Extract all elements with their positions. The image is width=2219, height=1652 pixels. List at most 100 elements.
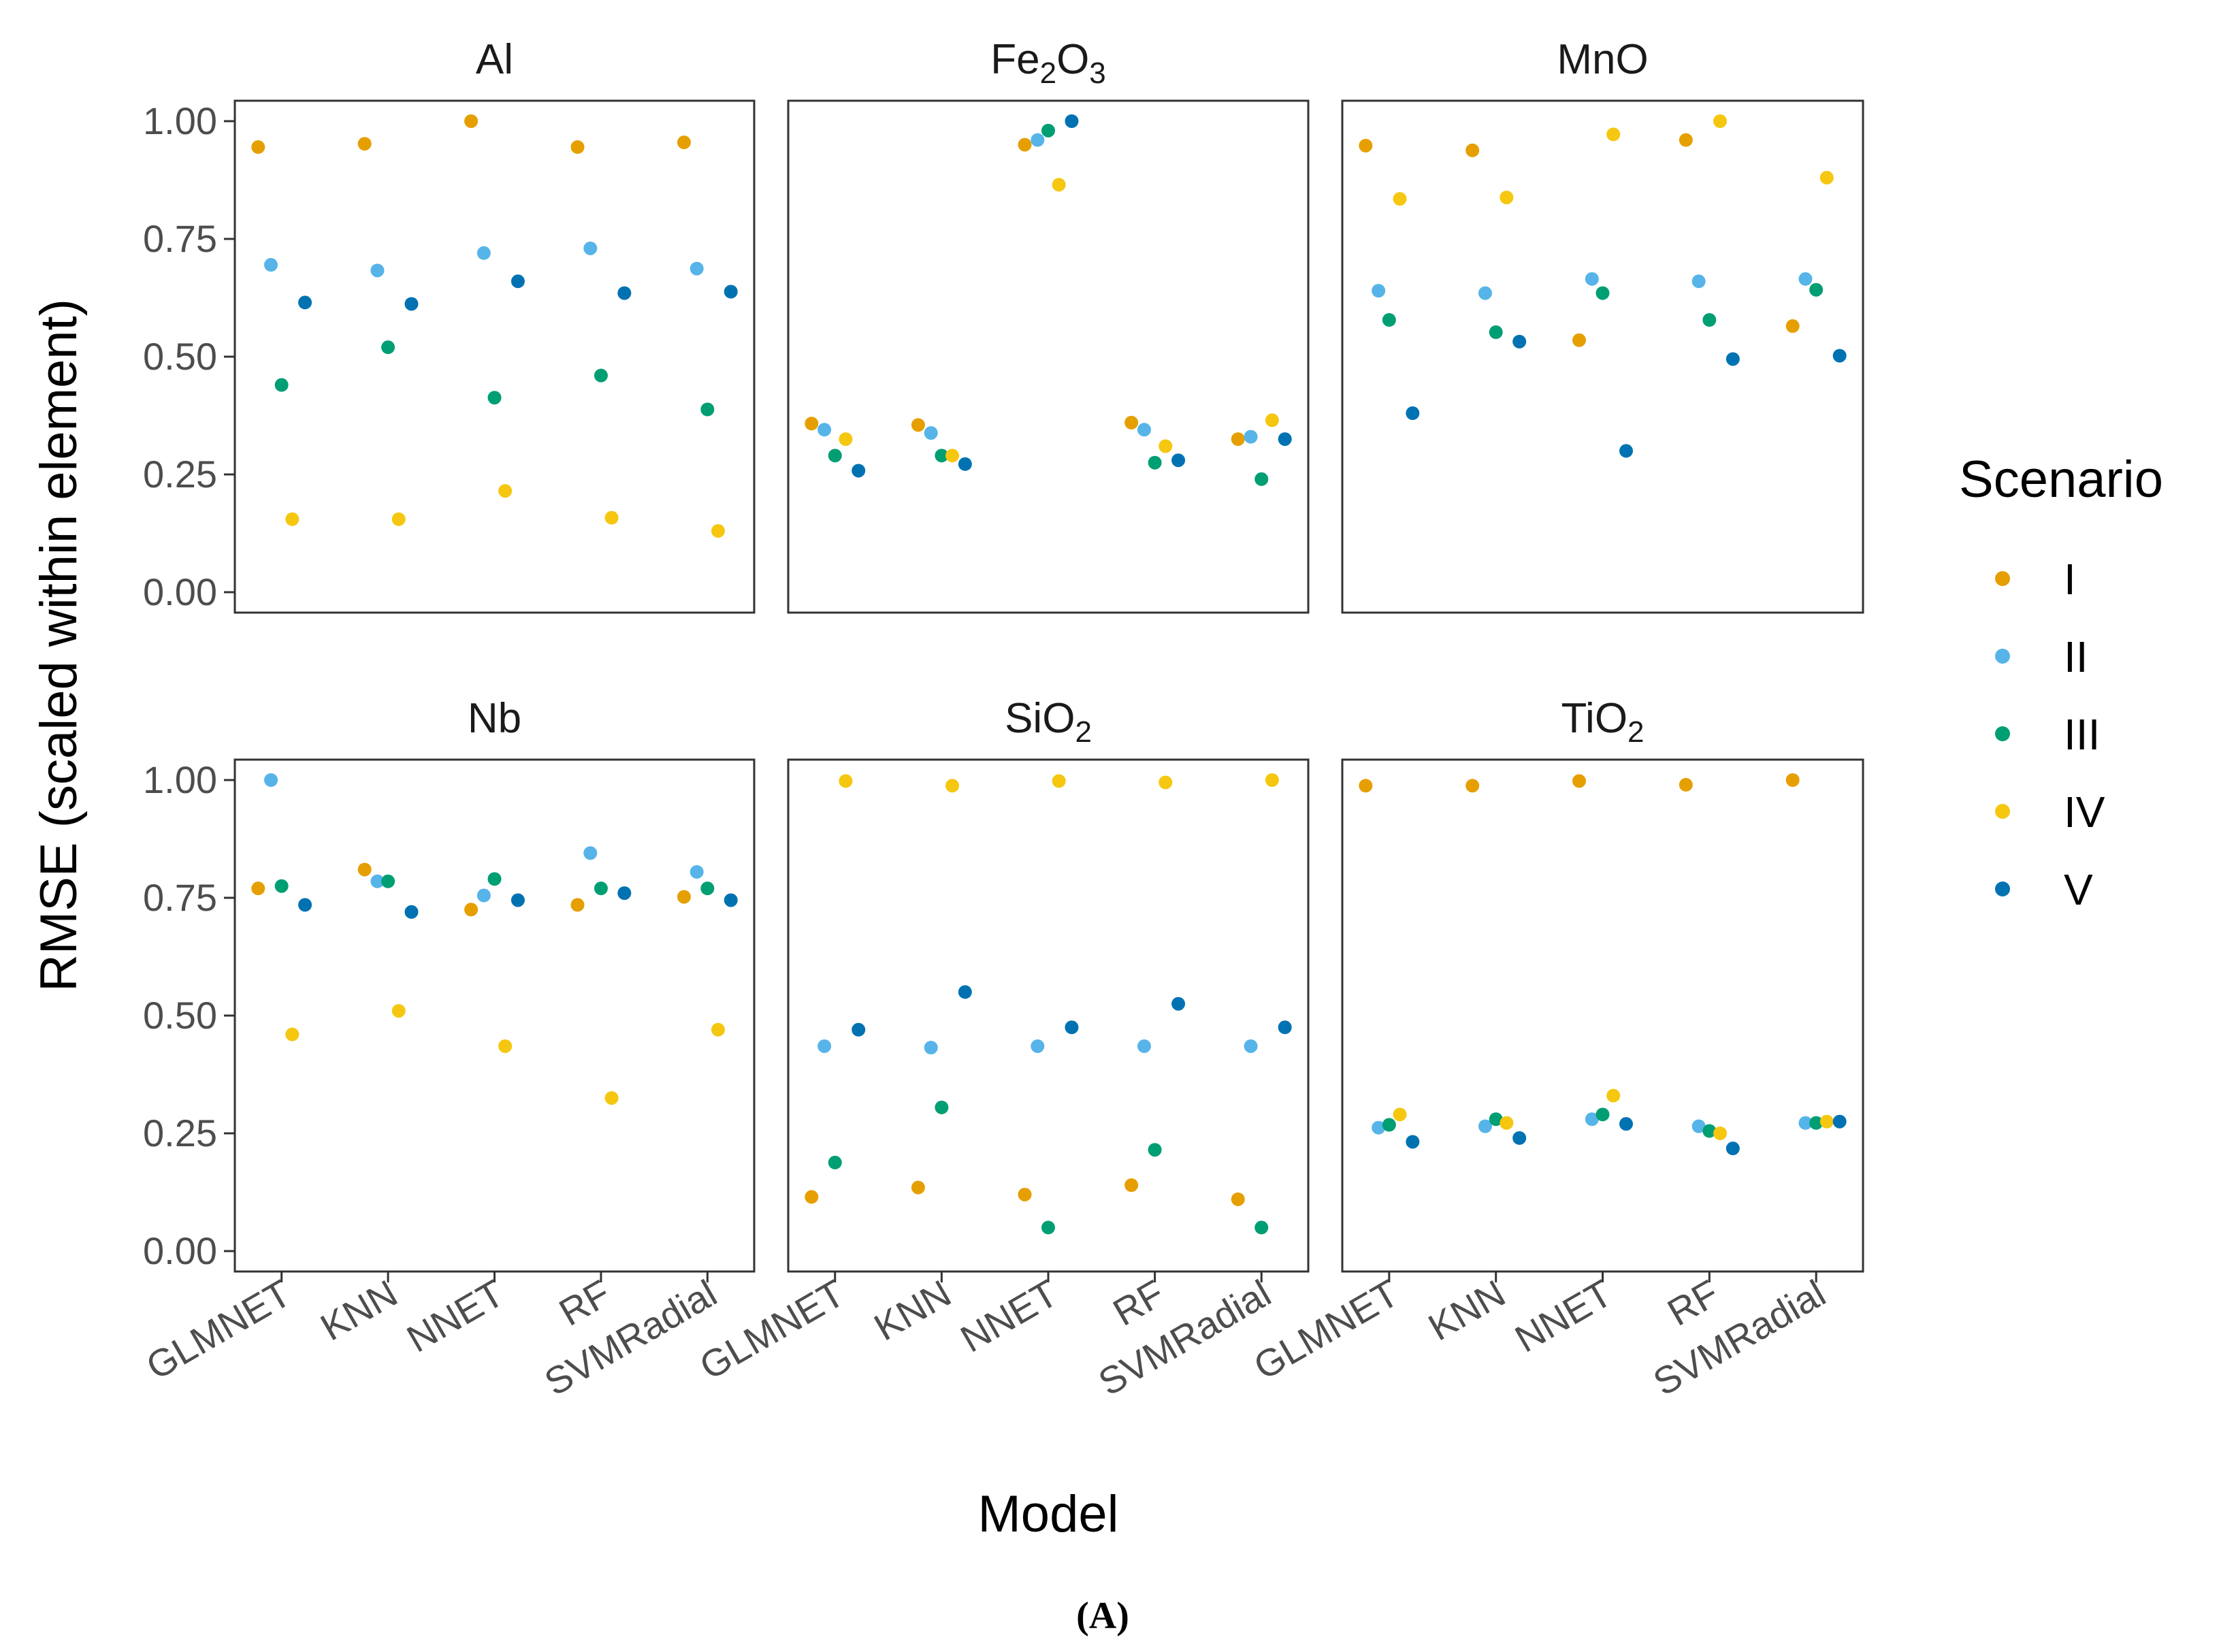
point-tio2-nnet-i xyxy=(1572,774,1586,788)
point-sio2-rf-v xyxy=(1171,997,1186,1011)
point-sio2-glmnet-i xyxy=(805,1190,819,1204)
point-mno-rf-v xyxy=(1726,352,1740,366)
x-tick-label: RF xyxy=(1660,1272,1726,1334)
point-fe2o3-glmnet-ii xyxy=(817,423,832,437)
point-fe2o3-rf-iii xyxy=(1148,455,1162,470)
point-mno-rf-i xyxy=(1679,133,1693,147)
point-tio2-rf-ii xyxy=(1691,1119,1706,1133)
point-sio2-nnet-i xyxy=(1018,1187,1032,1201)
point-sio2-svmradial-iv xyxy=(1265,773,1279,787)
figure-caption: (A) xyxy=(1076,1595,1129,1637)
point-fe2o3-nnet-iv xyxy=(1052,178,1066,192)
point-al-glmnet-v xyxy=(298,295,312,310)
y-tick-label: 1.00 xyxy=(143,99,217,142)
legend-label: II xyxy=(2064,632,2088,681)
point-tio2-nnet-iv xyxy=(1606,1088,1621,1103)
x-axis-title: Model xyxy=(978,1485,1119,1543)
point-mno-svmradial-iv xyxy=(1819,171,1834,185)
point-sio2-rf-ii xyxy=(1137,1039,1151,1053)
point-sio2-glmnet-iii xyxy=(828,1155,842,1169)
point-mno-rf-iii xyxy=(1702,313,1717,327)
panel-border xyxy=(233,99,756,614)
point-al-svmradial-iv xyxy=(711,524,725,538)
panel-title: Nb xyxy=(468,695,521,742)
point-mno-glmnet-v xyxy=(1406,406,1420,421)
legend-label: V xyxy=(2064,865,2093,914)
point-al-knn-iv xyxy=(391,512,406,526)
panel-title: TiO2 xyxy=(1561,695,1644,749)
x-tick-label: GLMNET xyxy=(1246,1272,1406,1388)
point-nb-knn-v xyxy=(404,905,419,919)
point-sio2-knn-v xyxy=(958,985,972,999)
point-mno-svmradial-ii xyxy=(1798,272,1813,286)
y-tick-label: 0.50 xyxy=(143,335,217,378)
point-mno-nnet-iv xyxy=(1606,127,1621,142)
point-mno-rf-ii xyxy=(1691,274,1706,289)
legend-key-iv xyxy=(1995,804,2010,819)
point-tio2-nnet-ii xyxy=(1585,1112,1599,1127)
point-nb-rf-i xyxy=(570,898,585,912)
point-nb-knn-i xyxy=(357,862,372,877)
point-mno-glmnet-i xyxy=(1359,138,1373,152)
point-sio2-knn-i xyxy=(911,1180,925,1195)
point-tio2-knn-v xyxy=(1512,1131,1527,1145)
point-tio2-glmnet-v xyxy=(1406,1135,1420,1149)
panel-border xyxy=(1341,758,1864,1273)
legend-key-ii xyxy=(1995,649,2010,664)
point-al-rf-v xyxy=(617,286,632,300)
point-tio2-svmradial-v xyxy=(1832,1114,1847,1129)
point-al-nnet-iii xyxy=(487,391,502,405)
point-al-glmnet-iii xyxy=(274,378,289,392)
legend-key-iii xyxy=(1995,726,2010,741)
point-nb-glmnet-iii xyxy=(274,879,289,893)
x-tick-label: NNET xyxy=(953,1272,1065,1361)
point-sio2-nnet-iv xyxy=(1052,774,1066,788)
x-tick-label: KNN xyxy=(866,1272,958,1349)
point-tio2-svmradial-ii xyxy=(1798,1116,1813,1130)
legend-label: IV xyxy=(2064,788,2105,837)
y-axis-title: RMSE (scaled within element) xyxy=(30,299,88,992)
x-tick-label: RF xyxy=(552,1272,617,1334)
point-al-svmradial-v xyxy=(724,285,738,299)
point-sio2-knn-ii xyxy=(924,1041,938,1055)
point-sio2-glmnet-v xyxy=(852,1022,866,1037)
panel-mno: MnO xyxy=(1341,36,1864,614)
point-al-nnet-v xyxy=(511,274,525,289)
point-al-rf-i xyxy=(570,140,585,155)
point-sio2-nnet-iii xyxy=(1041,1220,1055,1235)
panel-title: SiO2 xyxy=(1005,695,1092,749)
point-fe2o3-svmradial-iii xyxy=(1254,472,1269,486)
point-fe2o3-glmnet-iii xyxy=(828,449,842,463)
point-nb-nnet-i xyxy=(464,903,479,917)
point-fe2o3-nnet-iii xyxy=(1041,123,1055,137)
point-fe2o3-knn-v xyxy=(958,457,972,471)
point-tio2-svmradial-i xyxy=(1785,773,1800,787)
point-mno-rf-iv xyxy=(1713,114,1728,128)
point-tio2-rf-iv xyxy=(1713,1127,1728,1140)
point-al-nnet-ii xyxy=(476,246,491,260)
point-tio2-glmnet-ii xyxy=(1372,1120,1386,1135)
point-nb-nnet-iii xyxy=(487,872,502,886)
point-mno-knn-v xyxy=(1512,334,1527,349)
point-sio2-knn-iv xyxy=(945,779,960,793)
point-mno-nnet-i xyxy=(1572,333,1586,347)
point-sio2-rf-iv xyxy=(1159,775,1173,790)
point-fe2o3-glmnet-v xyxy=(852,464,866,478)
panel-title: Al xyxy=(476,36,513,83)
point-al-glmnet-iv xyxy=(285,512,299,526)
panels: Al 0.00 0.25 0.50 0.75 1.00 Fe2O3 MnO Nb 0.00 0.25… xyxy=(139,36,1864,1404)
point-al-glmnet-i xyxy=(251,140,265,155)
point-nb-svmradial-iii xyxy=(700,881,715,896)
point-tio2-knn-i xyxy=(1465,779,1480,793)
point-fe2o3-knn-ii xyxy=(924,426,938,440)
x-tick-label: GLMNET xyxy=(139,1272,298,1388)
point-al-knn-v xyxy=(404,297,419,311)
point-al-svmradial-ii xyxy=(690,261,704,276)
panel-border xyxy=(787,758,1310,1273)
y-tick-label: 0.75 xyxy=(143,217,217,260)
point-tio2-glmnet-i xyxy=(1359,779,1373,793)
y-tick-label: 0.50 xyxy=(143,994,217,1037)
